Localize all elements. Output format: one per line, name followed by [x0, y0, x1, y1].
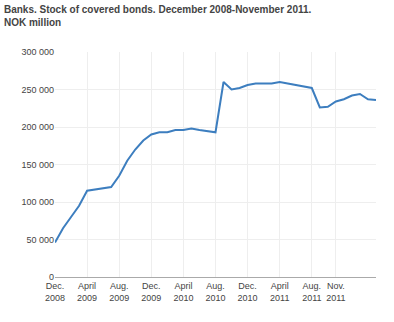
svg-text:Nov.2011: Nov.2011 [326, 281, 345, 303]
svg-text:Aug.2011: Aug.2011 [302, 281, 321, 303]
svg-text:Aug.2009: Aug.2009 [109, 281, 129, 303]
svg-text:150 000: 150 000 [21, 160, 54, 170]
svg-text:Dec.2008: Dec.2008 [45, 281, 65, 303]
svg-text:50 000: 50 000 [26, 235, 54, 245]
svg-text:100 000: 100 000 [21, 197, 54, 207]
svg-text:April2010: April2010 [173, 281, 193, 303]
svg-text:Banks. Stock of covered bonds.: Banks. Stock of covered bonds. December … [4, 4, 312, 28]
svg-text:April2009: April2009 [77, 281, 97, 303]
svg-text:Dec.2010: Dec.2010 [238, 281, 258, 303]
svg-text:April2011: April2011 [270, 281, 289, 303]
svg-text:300 000: 300 000 [21, 47, 54, 57]
svg-text:250 000: 250 000 [21, 85, 54, 95]
svg-text:Aug.2010: Aug.2010 [205, 281, 225, 303]
svg-text:Dec.2009: Dec.2009 [141, 281, 161, 303]
svg-text:200 000: 200 000 [21, 122, 54, 132]
svg-text:0: 0 [49, 272, 54, 282]
